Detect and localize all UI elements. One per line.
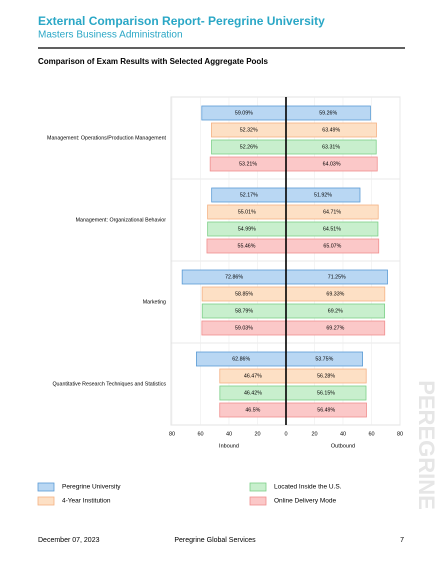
legend-label: Online Delivery Mode [274, 498, 337, 505]
legend-label: Peregrine University [62, 484, 121, 491]
value-label: 56.28% [317, 373, 335, 379]
watermark: PEREGRINE [414, 380, 439, 510]
value-label: 52.26% [240, 144, 258, 150]
value-label: 63.31% [322, 144, 340, 150]
value-label: 55.01% [238, 209, 256, 215]
category-label: Management: Operations/Production Manage… [47, 135, 166, 141]
x-axis-label: Inbound [219, 443, 239, 449]
category-label: Marketing [143, 299, 166, 305]
footer-org: Peregrine Global Services [174, 537, 256, 544]
x-axis-label: Outbound [331, 443, 355, 449]
legend-swatch [37, 496, 55, 506]
value-label: 62.86% [232, 356, 250, 362]
legend-swatch [249, 496, 267, 506]
value-label: 51.92% [314, 192, 332, 198]
value-label: 65.07% [323, 243, 341, 249]
value-label: 53.21% [239, 161, 257, 167]
value-label: 56.49% [317, 407, 335, 413]
x-tick-label: 60 [368, 431, 374, 437]
value-label: 52.17% [240, 192, 258, 198]
footer-date: December 07, 2023 [38, 537, 100, 544]
value-label: 69.33% [326, 291, 344, 297]
x-tick-label: 40 [226, 431, 232, 437]
x-tick-label: 20 [254, 431, 260, 437]
value-label: 58.85% [235, 291, 253, 297]
category-label: Quantitative Research Techniques and Sta… [52, 381, 166, 387]
value-label: 64.51% [323, 226, 341, 232]
value-label: 59.03% [235, 325, 253, 331]
value-label: 64.71% [323, 209, 341, 215]
value-label: 53.75% [315, 356, 333, 362]
footer-page: 7 [400, 537, 404, 544]
x-tick-label: 80 [169, 431, 175, 437]
value-label: 46.5% [245, 407, 260, 413]
x-tick-label: 40 [340, 431, 346, 437]
legend-swatch [37, 482, 55, 492]
x-tick-label: 0 [284, 431, 287, 437]
value-label: 46.42% [244, 390, 262, 396]
value-label: 69.2% [328, 308, 343, 314]
value-label: 72.86% [225, 274, 243, 280]
category-label: Management: Organizational Behavior [76, 217, 167, 223]
report-title: External Comparison Report- Peregrine Un… [38, 14, 325, 28]
x-tick-label: 20 [311, 431, 317, 437]
value-label: 69.27% [326, 325, 344, 331]
value-label: 59.09% [235, 110, 253, 116]
value-label: 71.25% [328, 274, 346, 280]
value-label: 56.15% [317, 390, 335, 396]
value-label: 59.26% [319, 110, 337, 116]
value-label: 58.79% [235, 308, 253, 314]
value-label: 52.32% [240, 127, 258, 133]
legend-label: 4-Year Institution [62, 498, 111, 505]
value-label: 64.03% [323, 161, 341, 167]
value-label: 46.47% [244, 373, 262, 379]
report-subtitle: Masters Business Administration [38, 30, 183, 41]
value-label: 55.46% [238, 243, 256, 249]
x-tick-label: 80 [397, 431, 403, 437]
x-tick-label: 60 [197, 431, 203, 437]
value-label: 54.99% [238, 226, 256, 232]
section-title: Comparison of Exam Results with Selected… [38, 57, 269, 66]
legend-label: Located Inside the U.S. [274, 484, 342, 491]
legend-swatch [249, 482, 267, 492]
value-label: 63.49% [322, 127, 340, 133]
